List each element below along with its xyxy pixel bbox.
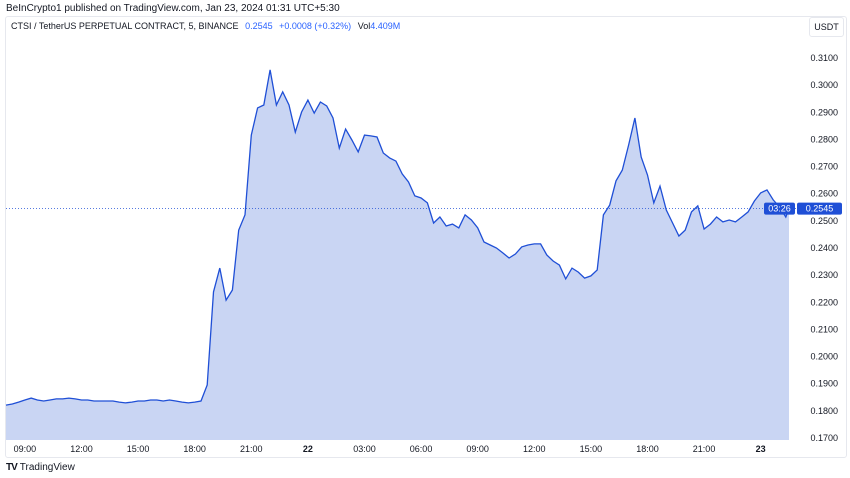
tradingview-logo-icon: TV bbox=[6, 462, 18, 473]
price-axis[interactable]: 0.3100 0.3000 0.2900 0.2800 0.2700 0.2600 0.25… bbox=[810, 53, 838, 443]
x-tick-label: 15:00 bbox=[127, 444, 150, 454]
volume-value: 4.409M bbox=[370, 21, 401, 31]
x-tick-label: 21:00 bbox=[240, 444, 263, 454]
currency-button[interactable]: USDT bbox=[809, 17, 844, 37]
volume-label: Vol bbox=[357, 21, 371, 31]
y-tick-label: 0.2100 bbox=[810, 324, 838, 334]
x-tick-label: 09:00 bbox=[14, 444, 37, 454]
published-caption: BeInCrypto1 published on TradingView.com… bbox=[6, 3, 340, 14]
time-axis[interactable]: 09:00 12:00 15:00 18:00 21:00 22 03:00 06:00 09:… bbox=[14, 444, 766, 454]
x-tick-label: 09:00 bbox=[466, 444, 489, 454]
y-tick-label: 0.2200 bbox=[810, 297, 838, 307]
x-tick-label: 22 bbox=[303, 444, 313, 454]
legend-change: +0.0008 (+0.32%) bbox=[279, 21, 352, 31]
x-tick-label: 18:00 bbox=[183, 444, 206, 454]
x-tick-label: 15:00 bbox=[580, 444, 603, 454]
y-tick-label: 0.2300 bbox=[810, 270, 838, 280]
price-line bbox=[5, 69, 790, 406]
tradingview-footer[interactable]: TV TradingView bbox=[6, 462, 75, 473]
tradingview-brand: TradingView bbox=[19, 462, 75, 473]
bar-countdown: 03:26 bbox=[768, 204, 791, 214]
x-tick-label: 12:00 bbox=[70, 444, 93, 454]
x-tick-label: 23 bbox=[756, 444, 766, 454]
last-price-label: 03:26 0.2545 bbox=[764, 202, 842, 215]
y-tick-label: 0.2000 bbox=[810, 352, 838, 362]
y-tick-label: 0.1700 bbox=[810, 433, 838, 443]
y-tick-label: 0.2700 bbox=[810, 162, 838, 172]
y-tick-label: 0.2500 bbox=[810, 216, 838, 226]
y-tick-label: 0.2800 bbox=[810, 134, 838, 144]
legend-price: 0.2545 bbox=[245, 21, 273, 31]
y-tick-label: 0.3000 bbox=[810, 80, 838, 90]
x-tick-label: 06:00 bbox=[410, 444, 433, 454]
symbol-legend: CTSI / TetherUS PERPETUAL CONTRACT, 5, B… bbox=[11, 21, 400, 31]
y-tick-label: 0.1800 bbox=[810, 406, 838, 416]
y-tick-label: 0.1900 bbox=[810, 379, 838, 389]
x-tick-label: 21:00 bbox=[693, 444, 716, 454]
symbol-name[interactable]: CTSI / TetherUS PERPETUAL CONTRACT, 5, B… bbox=[11, 21, 239, 31]
x-tick-label: 18:00 bbox=[636, 444, 659, 454]
y-tick-label: 0.2400 bbox=[810, 243, 838, 253]
y-tick-label: 0.3100 bbox=[810, 53, 838, 63]
x-tick-label: 12:00 bbox=[523, 444, 546, 454]
chart-frame bbox=[5, 16, 847, 458]
price-area-fill bbox=[6, 69, 789, 441]
x-tick-label: 03:00 bbox=[353, 444, 376, 454]
y-tick-label: 0.2600 bbox=[810, 189, 838, 199]
y-tick-label: 0.2900 bbox=[810, 107, 838, 117]
last-price-value: 0.2545 bbox=[806, 204, 834, 214]
